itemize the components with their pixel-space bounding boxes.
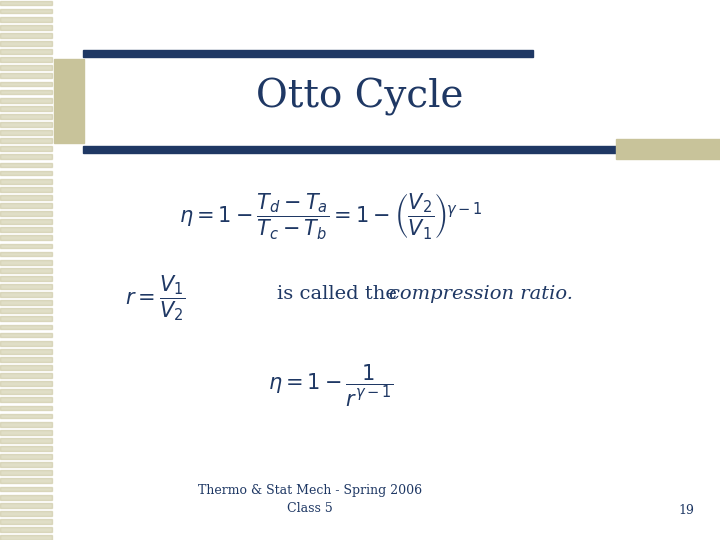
Bar: [0, 292, 52, 297]
Bar: [0, 446, 52, 451]
Bar: [0, 187, 52, 192]
Bar: [0, 487, 52, 491]
Bar: [0, 341, 52, 346]
Bar: [0, 98, 52, 103]
Bar: [0, 146, 52, 151]
Bar: [0, 179, 52, 184]
Bar: [0, 114, 52, 119]
Bar: [0, 73, 52, 78]
Bar: [0, 381, 52, 386]
Text: 19: 19: [679, 504, 695, 517]
Bar: [0, 365, 52, 370]
Text: Otto Cycle: Otto Cycle: [256, 78, 464, 116]
Bar: [0, 9, 52, 14]
Bar: [0, 300, 52, 305]
Bar: [0, 1, 52, 5]
Bar: [0, 17, 52, 22]
Bar: [0, 106, 52, 111]
Bar: [0, 171, 52, 176]
Bar: [0, 503, 52, 508]
Bar: [83, 146, 630, 153]
Bar: [0, 397, 52, 402]
Bar: [0, 219, 52, 224]
Text: compression ratio.: compression ratio.: [389, 285, 573, 303]
Bar: [0, 519, 52, 524]
Bar: [0, 138, 52, 143]
Bar: [0, 495, 52, 500]
Bar: [0, 260, 52, 265]
Bar: [0, 122, 52, 127]
Bar: [0, 478, 52, 483]
Bar: [0, 454, 52, 459]
Bar: [0, 268, 52, 273]
Bar: [0, 422, 52, 427]
Bar: [0, 276, 52, 281]
Bar: [0, 130, 52, 135]
Bar: [0, 438, 52, 443]
Bar: [0, 535, 52, 540]
Bar: [54, 59, 84, 143]
Bar: [0, 49, 52, 54]
Bar: [0, 33, 52, 38]
Bar: [0, 154, 52, 159]
Bar: [0, 316, 52, 321]
Bar: [0, 227, 52, 232]
Bar: [0, 195, 52, 200]
Text: $r = \dfrac{V_1}{V_2}$: $r = \dfrac{V_1}{V_2}$: [125, 273, 185, 323]
Bar: [0, 65, 52, 70]
Bar: [83, 50, 533, 57]
Text: $\eta = 1 - \dfrac{T_d - T_a}{T_c - T_b} = 1 - \left(\dfrac{V_2}{V_1}\right)^{\!: $\eta = 1 - \dfrac{T_d - T_a}{T_c - T_b}…: [179, 191, 483, 241]
Bar: [0, 163, 52, 167]
Bar: [0, 373, 52, 378]
Bar: [0, 349, 52, 354]
Bar: [0, 235, 52, 240]
Bar: [0, 333, 52, 338]
Bar: [0, 462, 52, 467]
Text: $\eta = 1 - \dfrac{1}{r^{\gamma-1}}$: $\eta = 1 - \dfrac{1}{r^{\gamma-1}}$: [269, 363, 394, 409]
Bar: [0, 511, 52, 516]
Bar: [0, 203, 52, 208]
Bar: [0, 252, 52, 256]
Bar: [0, 57, 52, 62]
Text: Thermo & Stat Mech - Spring 2006
Class 5: Thermo & Stat Mech - Spring 2006 Class 5: [197, 484, 422, 515]
Bar: [0, 357, 52, 362]
Bar: [0, 244, 52, 248]
Bar: [0, 90, 52, 94]
Text: is called the: is called the: [277, 285, 403, 303]
Bar: [0, 41, 52, 46]
Bar: [0, 389, 52, 394]
Bar: [0, 82, 52, 86]
Bar: [0, 25, 52, 30]
Bar: [0, 211, 52, 216]
Bar: [0, 284, 52, 289]
Bar: [0, 406, 52, 410]
Bar: [0, 470, 52, 475]
Bar: [0, 527, 52, 532]
Bar: [0, 430, 52, 435]
Bar: [0, 325, 52, 329]
Bar: [0, 414, 52, 418]
Bar: [0, 308, 52, 313]
Bar: [616, 139, 720, 159]
